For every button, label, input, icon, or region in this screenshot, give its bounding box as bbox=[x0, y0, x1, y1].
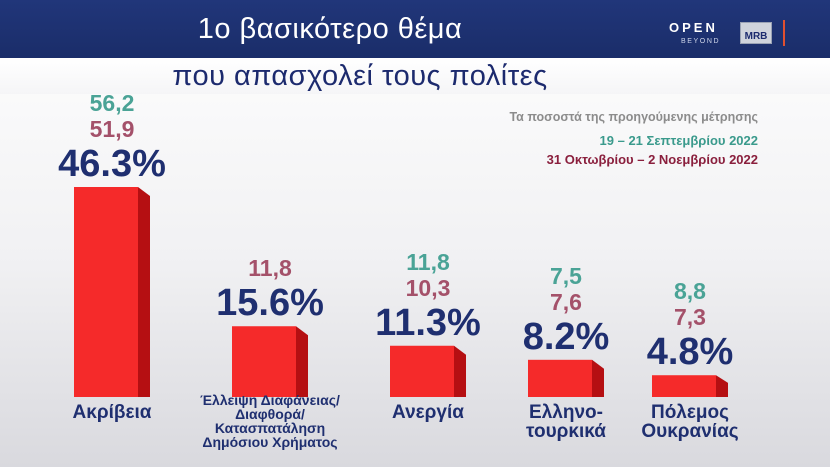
header-bar bbox=[0, 0, 830, 58]
logo-divider bbox=[783, 20, 785, 46]
value-label-prev2: 11,8 bbox=[406, 248, 450, 275]
category-label-line: Ελληνο- bbox=[529, 402, 603, 423]
category-label-line: Πόλεμος bbox=[650, 402, 730, 423]
category-label: Ακρίβεια bbox=[27, 403, 197, 422]
bar-side bbox=[138, 187, 150, 397]
category-label-line: Έλλειψη Διαφάνειας/ bbox=[200, 392, 340, 408]
bar bbox=[528, 359, 592, 397]
category-label-line: Ακρίβεια bbox=[72, 402, 152, 423]
category-label-line: Κατασπατάληση bbox=[214, 420, 326, 436]
category-label-line: Δημόσιου Χρήματος bbox=[202, 434, 338, 450]
value-label-prev1: 7,3 bbox=[674, 304, 706, 331]
value-label-current: 11.3% bbox=[375, 301, 481, 344]
value-label-current: 46.3% bbox=[58, 143, 166, 185]
category-label: Πόλεμος Ουκρανίας bbox=[605, 403, 775, 441]
bar bbox=[652, 375, 716, 397]
legend-note: Τα ποσοστά της προηγούμενης μέτρησης bbox=[509, 110, 758, 124]
value-label-prev1: 10,3 bbox=[405, 274, 451, 301]
value-label-prev2: 8,8 bbox=[674, 278, 706, 305]
open-logo: OPEN bbox=[669, 20, 718, 35]
open-logo-tagline: BEYOND bbox=[681, 38, 721, 45]
category-label-line: Ουκρανίας bbox=[641, 421, 739, 442]
bar-side bbox=[592, 359, 604, 397]
category-label-line: Διαφθορά/ bbox=[235, 406, 305, 422]
bar-side bbox=[296, 326, 308, 397]
category-label: Ανεργία bbox=[343, 403, 513, 422]
bar bbox=[390, 345, 454, 397]
category-label: Ελληνο-τουρκικά bbox=[481, 403, 651, 441]
value-label-current: 15.6% bbox=[216, 282, 324, 325]
page-subtitle: που απασχολεί τους πολίτες bbox=[172, 60, 548, 92]
value-label-prev1: 51,9 bbox=[89, 116, 135, 142]
legend-period-prev1: 31 Οκτωβρίου – 2 Νοεμβρίου 2022 bbox=[546, 152, 758, 167]
subtitle-band bbox=[0, 58, 830, 94]
mrb-logo-text: MRB bbox=[744, 31, 768, 42]
category-label-line: Ανεργία bbox=[392, 402, 464, 423]
page-title: 1ο βασικότερο θέμα bbox=[197, 13, 463, 45]
mrb-logo: MRB bbox=[740, 22, 772, 44]
bar-side bbox=[454, 345, 466, 397]
value-label-current: 4.8% bbox=[646, 331, 734, 374]
category-label: Έλλειψη Διαφάνειας/Διαφθορά/Κατασπατάλησ… bbox=[185, 393, 355, 449]
bar-side bbox=[716, 375, 728, 397]
value-label-prev1: 11,8 bbox=[248, 255, 292, 282]
category-label-line: τουρκικά bbox=[526, 421, 606, 442]
value-label-prev2: 56,2 bbox=[89, 90, 135, 116]
value-label-prev2: 7,5 bbox=[550, 262, 582, 289]
value-label-prev1: 7,6 bbox=[550, 288, 582, 315]
bar bbox=[232, 326, 296, 397]
value-label-current: 8.2% bbox=[522, 315, 610, 358]
legend-period-prev2: 19 – 21 Σεπτεμβρίου 2022 bbox=[599, 133, 758, 148]
bar bbox=[74, 187, 138, 397]
